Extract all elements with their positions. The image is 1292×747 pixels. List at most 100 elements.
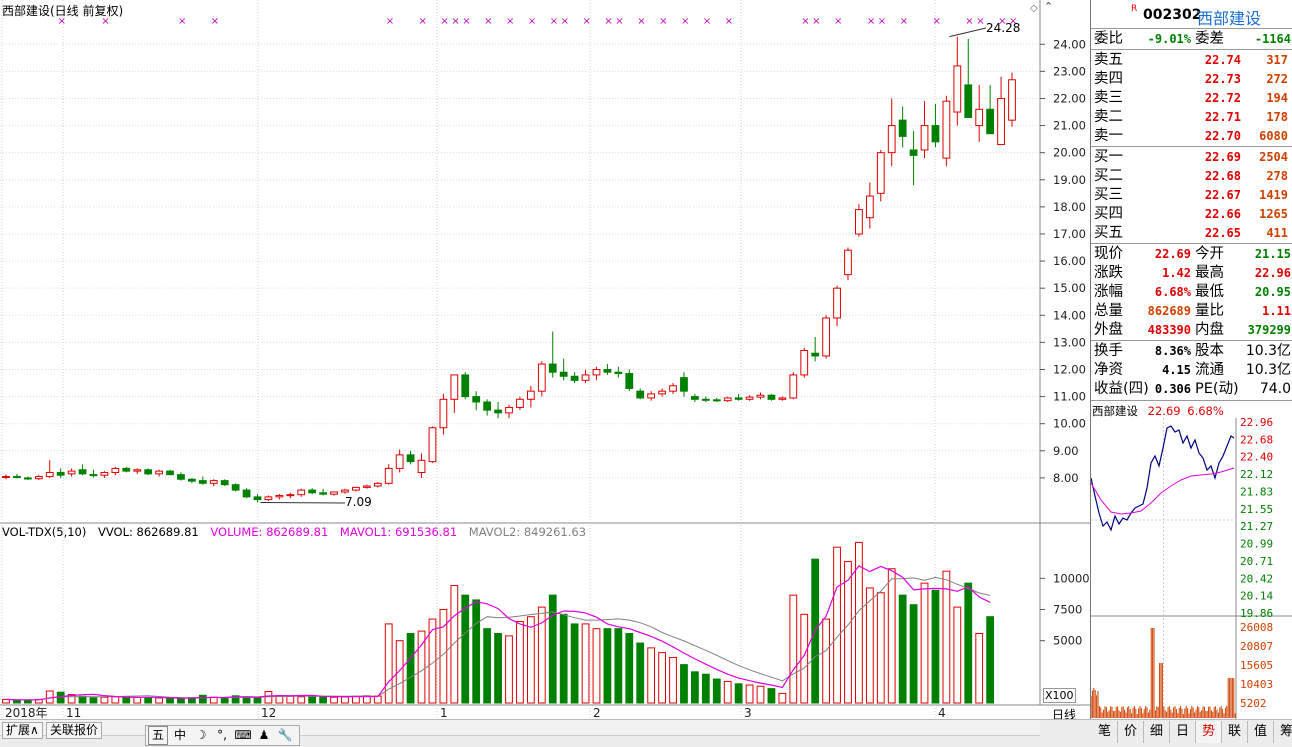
fund-label: 净资: [1094, 361, 1123, 380]
candle-body: [517, 399, 524, 407]
fund-value-2: 10.3亿: [1246, 342, 1291, 361]
weicha-label: 委差: [1195, 30, 1224, 49]
volume-bar: [287, 696, 294, 703]
fund-value: 0.306: [1155, 380, 1191, 399]
y-tick-label: 18.00: [1053, 200, 1086, 214]
right-tab[interactable]: 势: [1196, 721, 1222, 743]
vol-legend-vvol: VVOL: 862689.81: [98, 525, 199, 539]
stat-label-2: 今开: [1195, 245, 1224, 264]
signal-mark: ×: [932, 16, 940, 27]
candle-body: [538, 364, 545, 391]
fund-value-2: 10.3亿: [1246, 361, 1291, 380]
volume-bar: [604, 629, 611, 703]
right-tab[interactable]: 价: [1118, 721, 1144, 743]
candle-body: [615, 372, 622, 373]
candle-body: [90, 475, 97, 476]
tab-related-quote[interactable]: 关联报价: [46, 722, 102, 739]
signal-mark: ×: [561, 16, 569, 27]
buy-level-price: 22.65: [1149, 224, 1241, 243]
volume-bar: [593, 629, 600, 703]
low-marker: 7.09: [345, 495, 372, 509]
volume-bar: [178, 699, 185, 703]
main-chart-svg[interactable]: ××××××××××××××××××××××××××××××××× 24.002…: [0, 0, 1090, 720]
stat-label-2: 最低: [1195, 283, 1224, 302]
signal-mark: ×: [659, 16, 667, 27]
volume-bar: [845, 562, 852, 703]
candle-body: [637, 391, 644, 398]
signal-mark: ×: [451, 16, 459, 27]
volume-bar: [156, 698, 163, 703]
moon-icon[interactable]: ☽: [192, 727, 210, 744]
signal-mark: ×: [725, 16, 733, 27]
right-tab[interactable]: 笔: [1092, 721, 1118, 743]
punctuation-icon[interactable]: °,: [213, 727, 231, 744]
volume-bar: [560, 614, 567, 703]
candle-body: [167, 471, 174, 475]
candle-body: [353, 487, 360, 490]
chinese-input-icon[interactable]: 中: [171, 727, 189, 744]
candle-body: [145, 470, 152, 474]
y-tick-label: 17.00: [1053, 227, 1086, 241]
signal-mark: ×: [867, 16, 875, 27]
vol-legend-mavol1: MAVOL1: 691536.81: [340, 525, 457, 539]
volume-bar: [746, 685, 753, 703]
buy-level-volume: 2504: [1259, 148, 1288, 167]
weibi-label: 委比: [1094, 30, 1123, 49]
stat-value: 6.68%: [1155, 283, 1191, 302]
five-level-icon[interactable]: 五: [148, 726, 168, 745]
candle-body: [309, 490, 316, 493]
signal-mark: ×: [976, 16, 984, 27]
x-axis-label: 2: [593, 706, 601, 720]
right-tab[interactable]: 日: [1170, 721, 1196, 743]
right-tab[interactable]: 联: [1222, 721, 1248, 743]
signal-mark: ×: [462, 16, 470, 27]
signal-mark: ×: [583, 16, 591, 27]
y-tick-label: 15.00: [1053, 281, 1086, 295]
y-tick-label: 20.00: [1053, 146, 1086, 160]
candle-body: [768, 395, 775, 399]
volume-bar: [24, 700, 31, 703]
right-tab[interactable]: 细: [1144, 721, 1170, 743]
candle-body: [440, 399, 447, 427]
user-icon[interactable]: ♟: [255, 727, 273, 744]
candle-body: [1009, 80, 1016, 120]
candle-body: [932, 126, 939, 142]
candle-body: [24, 478, 31, 479]
candle-body: [626, 374, 633, 389]
stat-value: 1.42: [1162, 264, 1191, 283]
volume-bar: [681, 665, 688, 703]
candle-body: [451, 375, 458, 399]
volume-bar: [549, 595, 556, 703]
candle-body: [287, 495, 294, 496]
wrench-icon[interactable]: 🔧: [276, 727, 294, 744]
candle-body: [14, 477, 21, 478]
volume-bar: [199, 695, 206, 703]
buy-level-label: 买二: [1094, 167, 1123, 186]
intraday-price-tick: 22.40: [1240, 451, 1273, 464]
volume-bar: [506, 636, 513, 703]
keyboard-icon[interactable]: ⌨: [234, 727, 252, 744]
x-axis-label: 2018年: [5, 706, 48, 720]
right-tab[interactable]: 值: [1248, 721, 1274, 743]
intraday-chart-svg[interactable]: 22.9622.6822.4022.1221.8321.5521.2720.99…: [1091, 418, 1292, 720]
candle-body: [473, 397, 480, 402]
x-axis-label: 1: [440, 706, 448, 720]
candle-body: [899, 120, 906, 136]
candle-body: [527, 391, 534, 399]
volume-bar: [484, 629, 491, 703]
right-tab[interactable]: 筹: [1274, 721, 1292, 743]
volume-bar: [790, 595, 797, 703]
tab-expand[interactable]: 扩展∧: [2, 722, 43, 739]
